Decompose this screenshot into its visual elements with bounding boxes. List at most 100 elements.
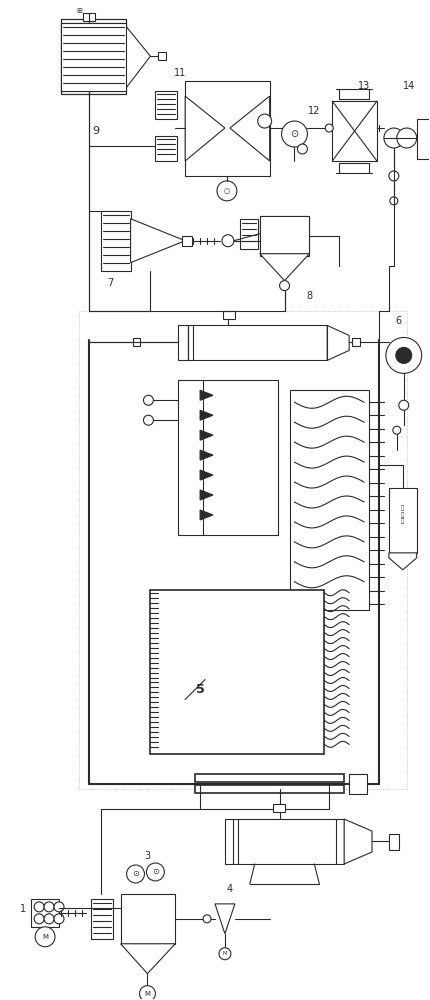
Polygon shape <box>120 944 175 974</box>
Polygon shape <box>123 23 150 91</box>
Bar <box>417 119 430 159</box>
Circle shape <box>282 121 307 147</box>
Text: 液
氮
罐: 液 氮 罐 <box>401 506 404 524</box>
Bar <box>155 91 177 119</box>
Text: ⊙: ⊙ <box>132 869 139 878</box>
Circle shape <box>126 865 144 883</box>
Circle shape <box>258 114 272 128</box>
Bar <box>349 774 367 794</box>
Circle shape <box>298 144 307 154</box>
Bar <box>132 338 141 346</box>
Text: 1: 1 <box>20 904 26 914</box>
Bar <box>389 834 399 850</box>
Bar <box>223 311 235 319</box>
Text: M: M <box>42 934 48 940</box>
Bar <box>225 819 344 864</box>
Polygon shape <box>200 410 213 420</box>
Text: 12: 12 <box>308 106 320 116</box>
Polygon shape <box>200 470 213 480</box>
Bar <box>273 804 285 812</box>
Text: ⊞: ⊞ <box>76 8 82 14</box>
Bar <box>178 380 278 535</box>
Circle shape <box>389 171 399 181</box>
Bar <box>83 13 95 21</box>
Circle shape <box>44 902 54 912</box>
Text: ⊙: ⊙ <box>152 867 159 876</box>
Bar <box>91 899 113 939</box>
Polygon shape <box>200 490 213 500</box>
Polygon shape <box>389 553 417 570</box>
Circle shape <box>54 914 64 924</box>
Circle shape <box>393 426 401 434</box>
Bar <box>185 81 270 176</box>
Bar <box>332 101 377 161</box>
Circle shape <box>325 124 333 132</box>
Text: 14: 14 <box>402 81 415 91</box>
Bar <box>61 23 123 91</box>
Circle shape <box>144 395 154 405</box>
Circle shape <box>390 197 398 205</box>
Text: M: M <box>223 951 227 956</box>
Polygon shape <box>185 96 225 161</box>
Circle shape <box>397 128 417 148</box>
Circle shape <box>399 400 409 410</box>
Circle shape <box>384 128 404 148</box>
Circle shape <box>139 986 155 1000</box>
Circle shape <box>217 181 237 201</box>
Bar <box>150 590 324 754</box>
Text: 9: 9 <box>92 126 99 136</box>
Bar <box>352 338 360 346</box>
Polygon shape <box>230 96 270 161</box>
Bar <box>182 236 192 246</box>
Text: 8: 8 <box>306 291 313 301</box>
Bar <box>260 216 310 254</box>
Bar <box>61 23 126 91</box>
Bar <box>289 390 369 610</box>
Circle shape <box>219 948 231 960</box>
Circle shape <box>147 863 164 881</box>
Polygon shape <box>260 254 310 281</box>
Polygon shape <box>327 325 349 360</box>
Bar <box>120 894 175 944</box>
Polygon shape <box>200 430 213 440</box>
Circle shape <box>35 927 55 947</box>
Circle shape <box>44 914 54 924</box>
Bar <box>155 136 177 161</box>
Text: 13: 13 <box>358 81 370 91</box>
Text: 11: 11 <box>174 68 186 78</box>
Circle shape <box>280 281 289 291</box>
Bar <box>61 19 126 94</box>
Circle shape <box>203 915 211 923</box>
Bar <box>188 325 327 360</box>
Text: 3: 3 <box>144 851 150 861</box>
Bar <box>31 899 59 927</box>
Bar <box>195 774 344 782</box>
Polygon shape <box>215 904 235 934</box>
Bar <box>389 488 417 553</box>
Bar <box>240 219 258 249</box>
Text: 5: 5 <box>196 683 205 696</box>
Text: 7: 7 <box>108 278 114 288</box>
Bar <box>79 311 407 789</box>
Bar <box>158 52 166 60</box>
Text: 4: 4 <box>227 884 233 894</box>
Bar <box>101 211 131 271</box>
Circle shape <box>34 914 44 924</box>
Circle shape <box>386 337 422 373</box>
Text: ○: ○ <box>224 188 230 194</box>
Circle shape <box>222 235 234 247</box>
Circle shape <box>54 902 64 912</box>
Polygon shape <box>200 390 213 400</box>
Bar <box>260 216 310 256</box>
Text: ⊙: ⊙ <box>290 129 298 139</box>
Text: 6: 6 <box>396 316 402 326</box>
Polygon shape <box>344 819 372 864</box>
Circle shape <box>396 347 412 363</box>
Polygon shape <box>131 219 185 263</box>
Text: M: M <box>144 991 150 997</box>
Bar <box>178 325 188 360</box>
Polygon shape <box>200 510 213 520</box>
Circle shape <box>34 902 44 912</box>
Circle shape <box>144 415 154 425</box>
Polygon shape <box>200 450 213 460</box>
